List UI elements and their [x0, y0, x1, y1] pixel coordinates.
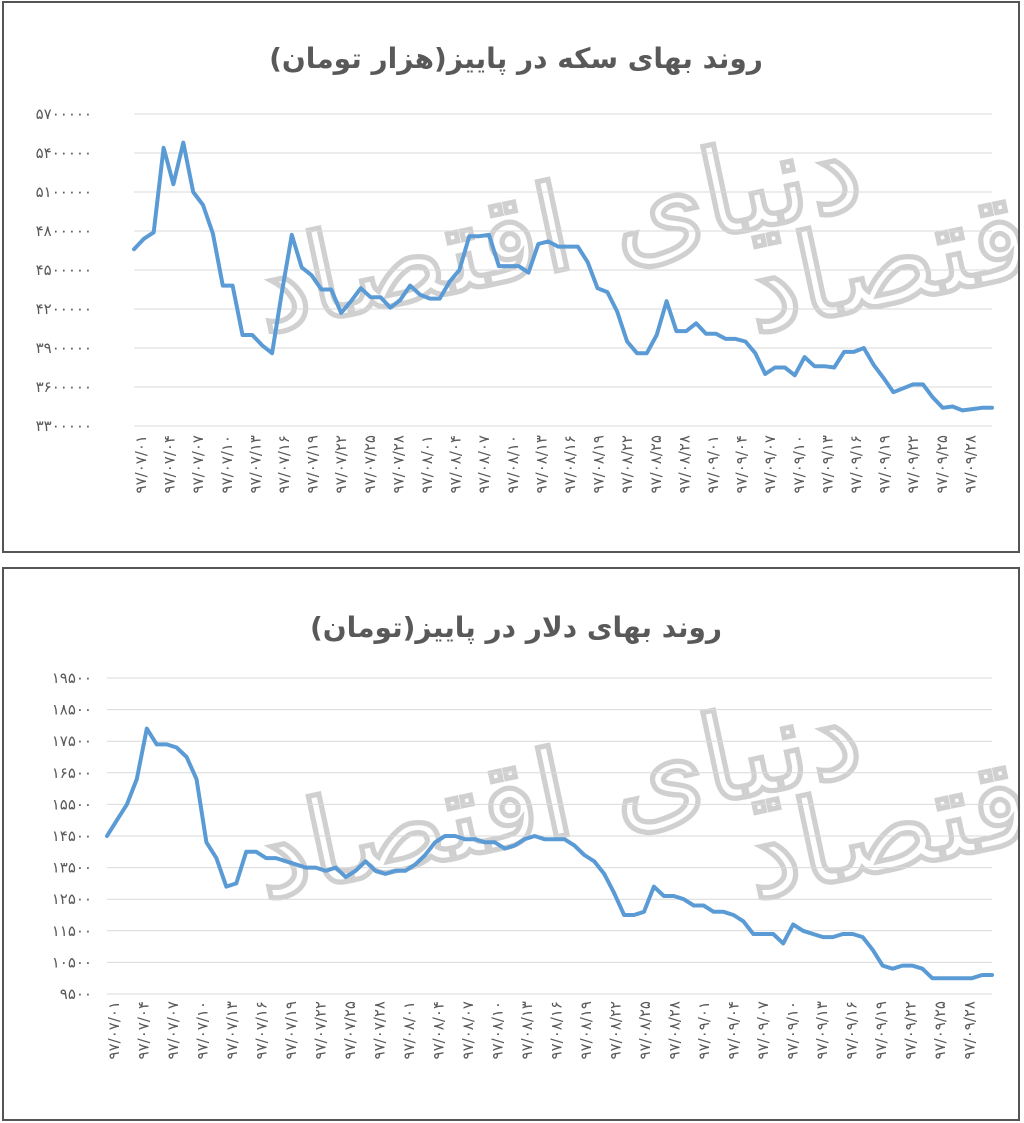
x-tick-label: ۹۷/۰۸/۲۸	[675, 435, 693, 493]
dollar-chart-panel: دنیای اقتصاد دنیای اقتصاد روند بهای دلار…	[2, 567, 1020, 1121]
x-tick-label: ۹۷/۰۸/۰۱	[400, 1001, 418, 1059]
y-tick-label: ۱۶۵۰۰	[52, 764, 92, 782]
x-tick-label: ۹۷/۰۷/۲۲	[332, 435, 350, 493]
x-tick-label: ۹۷/۰۸/۰۴	[447, 435, 465, 493]
x-tick-label: ۹۷/۰۹/۲۸	[961, 435, 979, 493]
x-tick-label: ۹۷/۰۹/۰۷	[754, 1001, 772, 1059]
x-tick-label: ۹۷/۰۹/۱۶	[847, 435, 865, 493]
x-tick-label: ۹۷/۰۷/۰۴	[161, 435, 179, 493]
x-tick-label: ۹۷/۰۷/۰۴	[135, 1001, 153, 1059]
x-tick-label: ۹۷/۰۸/۲۵	[636, 1001, 654, 1059]
x-tick-label: ۹۷/۰۸/۲۵	[647, 435, 665, 493]
x-tick-label: ۹۷/۰۹/۱۹	[872, 1001, 890, 1059]
x-tick-label: ۹۷/۰۸/۲۲	[618, 435, 636, 493]
x-tick-label: ۹۷/۰۹/۰۱	[704, 435, 722, 493]
y-tick-label: ۱۰۵۰۰	[52, 953, 92, 971]
x-tick-label: ۹۷/۰۹/۰۷	[761, 435, 779, 493]
y-tick-label: ۳۹۰۰۰۰۰	[36, 339, 92, 357]
x-tick-label: ۹۷/۰۷/۱۹	[304, 435, 322, 493]
x-tick-label: ۹۷/۰۷/۰۱	[105, 1001, 123, 1059]
coin-chart-panel: دنیای اقتصاد دنیای اقتصاد روند بهای سکه …	[2, 1, 1020, 553]
x-tick-label: ۹۷/۰۹/۱۰	[790, 435, 808, 493]
x-tick-label: ۹۷/۰۷/۰۱	[132, 435, 150, 493]
x-tick-label: ۹۷/۰۷/۱۰	[194, 1001, 212, 1059]
x-tick-label: ۹۷/۰۹/۲۸	[961, 1001, 979, 1059]
x-tick-label: ۹۷/۰۷/۱۳	[223, 1001, 241, 1059]
y-tick-label: ۱۳۵۰۰	[52, 859, 92, 877]
x-tick-label: ۹۷/۰۹/۲۵	[931, 1001, 949, 1059]
series-line	[132, 140, 994, 413]
x-tick-label: ۹۷/۰۹/۰۴	[733, 435, 751, 493]
y-tick-label: ۱۴۵۰۰	[52, 827, 92, 845]
x-tick-label: ۹۷/۰۸/۱۰	[489, 1001, 507, 1059]
x-tick-label: ۹۷/۰۹/۲۲	[904, 435, 922, 493]
x-tick-label: ۹۷/۰۷/۱۹	[282, 1001, 300, 1059]
y-tick-label: ۳۳۰۰۰۰۰	[36, 417, 92, 435]
x-tick-label: ۹۷/۰۸/۱۳	[518, 1001, 536, 1059]
coin-price-chart: دنیای اقتصاد دنیای اقتصاد روند بهای سکه …	[36, 42, 1018, 493]
x-tick-label: ۹۷/۰۹/۲۲	[902, 1001, 920, 1059]
y-tick-label: ۹۵۰۰	[60, 985, 92, 1003]
y-tick-label: ۵۱۰۰۰۰۰	[36, 183, 92, 201]
x-tick-label: ۹۷/۰۹/۱۰	[784, 1001, 802, 1059]
x-tick-label: ۹۷/۰۸/۲۲	[607, 1001, 625, 1059]
x-tick-label: ۹۷/۰۸/۰۱	[418, 435, 436, 493]
x-tick-label: ۹۷/۰۷/۲۵	[341, 1001, 359, 1059]
x-tick-label: ۹۷/۰۸/۲۸	[666, 1001, 684, 1059]
x-tick-label: ۹۷/۰۷/۲۸	[371, 1001, 389, 1059]
y-tick-label: ۱۲۵۰۰	[52, 890, 92, 908]
y-tick-label: ۴۸۰۰۰۰۰	[36, 222, 92, 240]
x-tick-label: ۹۷/۰۹/۱۶	[843, 1001, 861, 1059]
y-tick-label: ۴۵۰۰۰۰۰	[36, 261, 92, 279]
x-tick-label: ۹۷/۰۸/۱۳	[532, 435, 550, 493]
x-tick-label: ۹۷/۰۷/۲۸	[389, 435, 407, 493]
x-tick-label: ۹۷/۰۷/۱۳	[246, 435, 264, 493]
chart-title: روند بهای سکه در پاییز(هزار تومان)	[269, 42, 763, 75]
x-tick-label: ۹۷/۰۷/۱۰	[218, 435, 236, 493]
x-tick-label: ۹۷/۰۷/۲۵	[361, 435, 379, 493]
x-tick-label: ۹۷/۰۸/۱۹	[577, 1001, 595, 1059]
x-tick-label: ۹۷/۰۹/۲۵	[933, 435, 951, 493]
x-tick-label: ۹۷/۰۸/۱۹	[590, 435, 608, 493]
x-tick-label: ۹۷/۰۷/۱۶	[275, 435, 293, 493]
y-tick-label: ۱۷۵۰۰	[52, 732, 92, 750]
y-tick-label: ۳۶۰۰۰۰۰	[36, 378, 92, 396]
x-tick-label: ۹۷/۰۹/۱۳	[813, 1001, 831, 1059]
x-tick-label: ۹۷/۰۹/۰۱	[695, 1001, 713, 1059]
x-tick-label: ۹۷/۰۹/۰۴	[725, 1001, 743, 1059]
x-tick-label: ۹۷/۰۷/۰۷	[164, 1001, 182, 1059]
x-tick-label: ۹۷/۰۸/۱۶	[561, 435, 579, 493]
x-tick-label: ۹۷/۰۷/۰۷	[189, 435, 207, 493]
x-tick-label: ۹۷/۰۸/۰۴	[430, 1001, 448, 1059]
x-tick-label: ۹۷/۰۸/۱۰	[504, 435, 522, 493]
y-tick-label: ۱۹۵۰۰	[52, 669, 92, 687]
y-tick-label: ۱۱۵۰۰	[52, 922, 92, 940]
y-tick-label: ۵۴۰۰۰۰۰	[36, 144, 92, 162]
series-line	[105, 726, 994, 981]
chart-title: روند بهای دلار در پاییز(تومان)	[310, 611, 722, 644]
x-tick-label: ۹۷/۰۸/۰۷	[459, 1001, 477, 1059]
y-tick-label: ۴۲۰۰۰۰۰	[36, 300, 92, 318]
y-tick-label: ۵۷۰۰۰۰۰	[36, 105, 92, 123]
x-tick-label: ۹۷/۰۷/۲۲	[312, 1001, 330, 1059]
x-tick-label: ۹۷/۰۸/۰۷	[475, 435, 493, 493]
x-tick-label: ۹۷/۰۸/۱۶	[548, 1001, 566, 1059]
y-tick-label: ۱۵۵۰۰	[52, 795, 92, 813]
x-tick-label: ۹۷/۰۷/۱۶	[253, 1001, 271, 1059]
y-tick-label: ۱۸۵۰۰	[52, 701, 92, 719]
x-tick-label: ۹۷/۰۹/۱۹	[876, 435, 894, 493]
dollar-price-chart: دنیای اقتصاد دنیای اقتصاد روند بهای دلار…	[52, 611, 1018, 1059]
x-tick-label: ۹۷/۰۹/۱۳	[818, 435, 836, 493]
